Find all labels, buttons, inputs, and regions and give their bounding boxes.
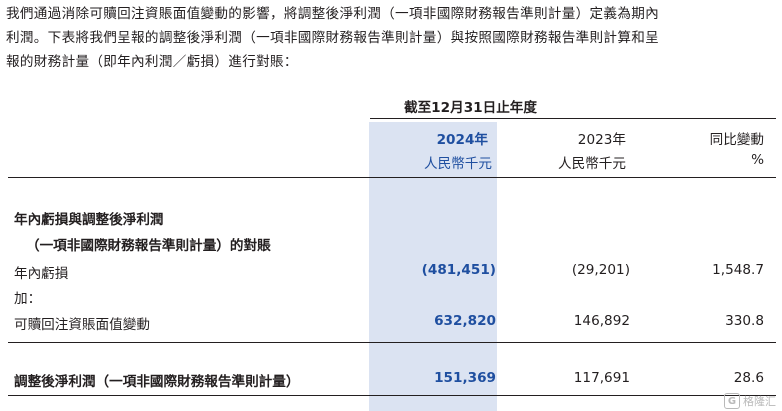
intro-line-3: 報的財務計量（即年內利潤／虧損）進行對賬： (6, 54, 298, 70)
section-title-line-2: （一項非國際財務報告準則計量）的對賬 (26, 238, 271, 254)
row-loss-2023: (29,201) (571, 262, 630, 278)
total-label: 調整後淨利潤（一項非國際財務報告準則計量） (14, 374, 300, 390)
row-redeemable-change: 330.8 (725, 313, 764, 329)
col-2023-year: 2023年 (577, 132, 626, 148)
period-header: 截至12月31日止年度 (404, 100, 537, 116)
col-2024-unit: 人民幣千元 (424, 156, 492, 172)
watermark: G 格隆汇 (724, 393, 776, 409)
row-add-label: 加： (14, 291, 42, 307)
intro-line-1: 我們通過消除可贖回注資賬面值變動的影響，將調整後淨利潤（一項非國際財務報告準則計… (6, 6, 660, 22)
row-redeemable-2023: 146,892 (573, 313, 630, 329)
total-bottom-rule (8, 395, 776, 396)
col-change-header: 同比變動 (709, 132, 764, 148)
watermark-text: 格隆汇 (743, 395, 776, 408)
col-2023-unit: 人民幣千元 (558, 156, 626, 172)
total-change: 28.6 (733, 370, 764, 386)
total-2024: 151,369 (434, 370, 496, 386)
row-loss-change: 1,548.7 (712, 262, 764, 278)
col-change-unit: % (751, 152, 764, 168)
watermark-logo-icon: G (724, 393, 740, 409)
row-loss-2024: (481,451) (421, 262, 496, 278)
row-loss-label: 年內虧損 (14, 266, 69, 282)
period-header-rule (370, 118, 776, 119)
row-redeemable-label: 可贖回注資賬面值變動 (14, 317, 150, 333)
header-bottom-rule (8, 177, 776, 178)
intro-line-2: 利潤。下表將我們呈報的調整後淨利潤（一項非國際財務報告準則計量）與按照國際財務報… (6, 30, 660, 46)
col-2024-year: 2024年 (436, 132, 488, 148)
row-redeemable-2024: 632,820 (434, 313, 496, 329)
subtotal-rule (8, 342, 776, 343)
intro-paragraph: 我們通過消除可贖回注資賬面值變動的影響，將調整後淨利潤（一項非國際財務報告準則計… (6, 2, 778, 74)
current-year-column-highlight (369, 122, 497, 411)
total-2023: 117,691 (573, 370, 630, 386)
section-title-line-1: 年內虧損與調整後淨利潤 (14, 212, 164, 228)
